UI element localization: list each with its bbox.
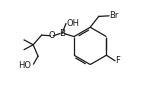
- Text: Br: Br: [109, 11, 119, 20]
- Text: O: O: [49, 31, 55, 40]
- Text: HO: HO: [18, 61, 31, 70]
- Text: B: B: [59, 29, 65, 38]
- Text: F: F: [115, 56, 120, 65]
- Text: OH: OH: [66, 19, 79, 28]
